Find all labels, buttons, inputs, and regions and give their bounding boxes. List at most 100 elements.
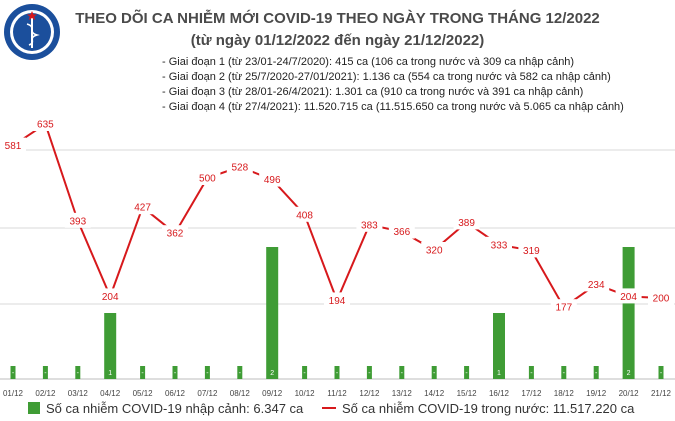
- bar-label: -: [595, 370, 598, 377]
- point-label-bg: [64, 212, 91, 228]
- bar-label: 1: [497, 370, 501, 377]
- legend-domestic-cases: Số ca nhiễm COVID-19 trong nước: 11.517.…: [322, 401, 634, 416]
- point-label: 635: [37, 120, 54, 131]
- bar-imported: [237, 366, 243, 379]
- point-label-bg: [162, 225, 188, 241]
- point-label-bg: [324, 292, 350, 308]
- legend-bar-label: Số ca nhiễm COVID-19 nhập cảnh: 6.347 ca: [46, 401, 304, 416]
- bar-imported: [334, 366, 340, 379]
- point-label: 362: [167, 229, 184, 240]
- x-tick-label: 06/12: [165, 389, 186, 398]
- bar-imported: [266, 247, 279, 379]
- bar-imported: [658, 366, 664, 379]
- bar-label: -: [141, 370, 144, 377]
- point-label: 581: [5, 141, 22, 152]
- bar-imported: [464, 366, 470, 379]
- x-tick-label: 05/12: [133, 389, 154, 398]
- point-label-bg: [0, 137, 26, 153]
- bar-label: -: [44, 370, 47, 377]
- point-label: 234: [588, 280, 605, 291]
- point-label: 204: [102, 292, 119, 303]
- bar-label: 2: [627, 370, 631, 377]
- bar-imported: [622, 247, 635, 379]
- bar-imported: [593, 366, 599, 379]
- legend-imported-cases: Số ca nhiễm COVID-19 nhập cảnh: 6.347 ca: [28, 401, 303, 416]
- page-subtitle: (từ ngày 01/12/2022 đến ngày 21/12/2022): [190, 32, 485, 49]
- point-label-bg: [259, 171, 286, 187]
- bar-label: -: [433, 370, 436, 377]
- point-label: 500: [199, 174, 216, 185]
- x-tick-label: 17/12: [521, 389, 542, 398]
- x-tick-label: 10/12: [295, 389, 316, 398]
- bar-imported: [302, 366, 308, 379]
- point-label: 333: [491, 240, 508, 251]
- phase-3-summary: - Giai đoạn 3 (từ 28/01-26/4/2021): 1.30…: [162, 86, 584, 98]
- point-label-bg: [356, 216, 383, 232]
- bar-label: -: [77, 370, 80, 377]
- phase-4-summary: - Giai đoạn 4 (từ 27/4/2021): 11.520.715…: [162, 101, 624, 113]
- x-tick-label: 01/12: [3, 389, 24, 398]
- point-label-bg: [291, 206, 318, 222]
- point-label: 393: [69, 216, 86, 227]
- x-tick-label: 04/12: [100, 389, 121, 398]
- bar-label: -: [336, 370, 339, 377]
- phase-2-summary: - Giai đoạn 2 (từ 25/7/2020-27/01/2021):…: [162, 71, 611, 83]
- x-tick-label: 12/12: [359, 389, 380, 398]
- legend-line-swatch: [322, 407, 336, 409]
- point-label-bg: [97, 288, 124, 304]
- point-label-bg: [194, 170, 221, 185]
- point-label-bg: [388, 223, 415, 239]
- point-label-bg: [226, 158, 253, 174]
- bar-label: -: [174, 370, 177, 377]
- point-label: 204: [620, 292, 637, 303]
- x-tick-label: 14/12: [424, 389, 445, 398]
- bar-label: -: [303, 370, 306, 377]
- phase-1-summary: - Giai đoạn 1 (từ 23/01-24/7/2020): 415 …: [162, 56, 575, 68]
- bar-imported: [528, 366, 534, 379]
- x-tick-label: 02/12: [35, 389, 56, 398]
- legend-line-label: Số ca nhiễm COVID-19 trong nước: 11.517.…: [342, 401, 635, 416]
- point-label-bg: [648, 290, 674, 305]
- covid-cases-chart: - - - 1 - - - - 2 - - - - - - 1 - - - 2 - 581 635 393 204 427 362 5…: [0, 116, 675, 398]
- x-tick-label: 07/12: [197, 389, 218, 398]
- bar-label: 2: [270, 370, 274, 377]
- point-label: 383: [361, 220, 378, 231]
- bar-label: -: [12, 370, 15, 377]
- point-label-bg: [453, 214, 480, 230]
- x-tick-label: 11/12: [327, 389, 347, 398]
- bar-label: -: [206, 370, 209, 377]
- phase-summary-list: - Giai đoạn 1 (từ 23/01-24/7/2020): 415 …: [162, 55, 624, 115]
- bar-imported: [104, 313, 117, 379]
- bar-imported: [204, 366, 210, 379]
- x-tick-label: 20/12: [619, 389, 640, 398]
- point-label-bg: [550, 299, 577, 315]
- point-label-bg: [615, 288, 642, 304]
- bar-label: -: [465, 370, 468, 377]
- point-label: 427: [134, 203, 151, 214]
- x-tick-label: 15/12: [457, 389, 478, 398]
- bar-label: -: [368, 370, 371, 377]
- bar-imported: [172, 366, 178, 379]
- point-label-bg: [583, 276, 610, 292]
- x-tick-label: 21/12: [651, 389, 672, 398]
- point-label-bg: [32, 116, 59, 131]
- ministry-of-health-logo: [4, 4, 60, 60]
- point-label: 366: [393, 227, 410, 238]
- bar-imported: [493, 313, 505, 379]
- x-tick-label: 08/12: [230, 389, 251, 398]
- x-tick-label: 13/12: [392, 389, 413, 398]
- point-label-bg: [129, 199, 156, 215]
- page-title: THEO DÕI CA NHIỄM MỚI COVID-19 THEO NGÀY…: [75, 10, 600, 27]
- x-tick-label: 19/12: [586, 389, 607, 398]
- bar-label: -: [660, 370, 663, 377]
- point-label: 496: [264, 175, 281, 186]
- x-tick-label: 03/12: [68, 389, 89, 398]
- point-label: 177: [555, 303, 572, 314]
- point-label: 319: [523, 246, 540, 257]
- bar-label: 1: [108, 370, 112, 377]
- point-label-bg: [518, 242, 545, 258]
- x-tick-label: 16/12: [489, 389, 510, 398]
- bar-imported: [561, 366, 567, 379]
- bar-label: -: [563, 370, 566, 377]
- domestic-cases-line: [12, 122, 662, 309]
